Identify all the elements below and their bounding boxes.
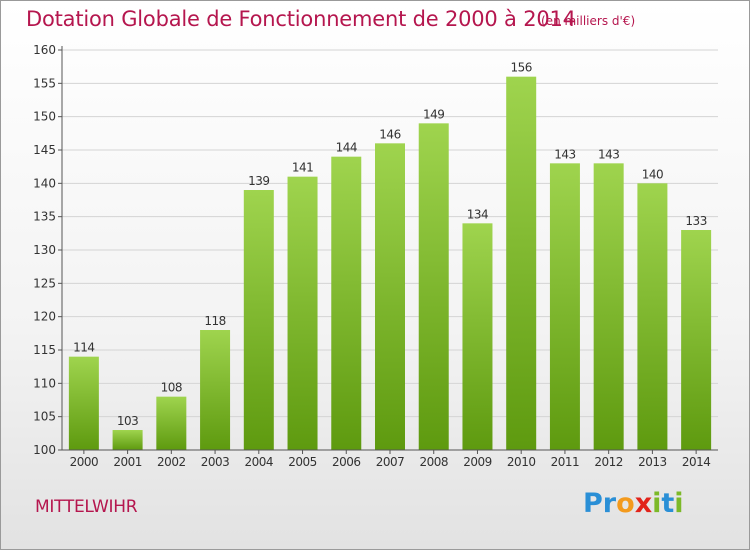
y-tick-label: 145	[33, 143, 56, 157]
proxiti-logo[interactable]: Proxiti	[583, 488, 684, 519]
commune-name: MITTELWIHR	[35, 497, 138, 517]
axes	[58, 46, 718, 454]
data-label: 141	[292, 161, 313, 175]
bar	[156, 396, 187, 450]
bar	[112, 430, 143, 450]
data-label: 143	[554, 147, 575, 161]
logo-letter: i	[674, 488, 684, 519]
y-tick-label: 130	[33, 243, 56, 257]
data-label: 143	[598, 147, 619, 161]
y-tick-label: 120	[33, 310, 56, 324]
bar	[375, 143, 405, 451]
x-tick-label: 2012	[594, 455, 623, 469]
y-tick-label: 155	[33, 76, 56, 90]
bar	[681, 230, 712, 450]
x-tick-label: 2001	[113, 455, 142, 469]
logo-letter: t	[661, 488, 675, 519]
data-label: 149	[423, 107, 444, 121]
bar	[200, 330, 231, 450]
y-tick-label: 125	[33, 276, 56, 290]
x-tick-label: 2011	[551, 455, 580, 469]
data-label: 156	[510, 61, 531, 75]
bar	[506, 76, 537, 451]
bar	[593, 163, 624, 451]
data-label: 139	[248, 174, 269, 188]
data-label: 146	[379, 127, 400, 141]
x-tick-label: 2009	[463, 455, 492, 469]
x-tick-label: 2014	[682, 455, 711, 469]
logo-letter: o	[616, 488, 635, 519]
data-label: 133	[685, 214, 706, 228]
y-tick-label: 160	[33, 43, 56, 57]
x-tick-label: 2013	[638, 455, 667, 469]
bars	[68, 76, 712, 451]
bar	[549, 163, 580, 451]
data-label: 103	[117, 414, 138, 428]
bar	[637, 183, 668, 451]
y-tick-label: 150	[33, 110, 56, 124]
x-tick-label: 2004	[245, 455, 274, 469]
bar	[331, 156, 362, 450]
data-label: 134	[467, 207, 488, 221]
data-label: 108	[161, 381, 182, 395]
x-tick-label: 2000	[70, 455, 99, 469]
bar	[243, 190, 274, 450]
y-tick-label: 110	[33, 376, 56, 390]
bar	[418, 123, 449, 450]
x-tick-label: 2005	[288, 455, 317, 469]
y-tick-label: 100	[33, 443, 56, 457]
data-label: 144	[336, 141, 357, 155]
x-tick-label: 2007	[376, 455, 405, 469]
logo-letter: x	[634, 488, 653, 519]
data-label: 114	[73, 341, 94, 355]
x-tick-label: 2003	[201, 455, 230, 469]
data-label: 140	[642, 167, 663, 181]
chart-title: Dotation Globale de Fonctionnement de 20…	[26, 7, 576, 31]
x-tick-label: 2008	[419, 455, 448, 469]
logo-letter: i	[652, 488, 662, 519]
x-tick-label: 2006	[332, 455, 361, 469]
logo-letter: r	[602, 488, 617, 519]
y-tick-label: 115	[33, 343, 56, 357]
data-label: 118	[204, 314, 225, 328]
bar	[68, 356, 99, 450]
y-tick-label: 135	[33, 210, 56, 224]
chart-subtitle: (en milliers d'€)	[541, 14, 636, 28]
y-tick-label: 105	[33, 410, 56, 424]
x-tick-label: 2010	[507, 455, 536, 469]
labels: 100 105 110 115 120 125 130 135 140 145 150 155 160 1…	[33, 43, 711, 469]
x-tick-label: 2002	[157, 455, 186, 469]
bar	[462, 223, 493, 450]
y-tick-label: 140	[33, 176, 56, 190]
logo-letter: P	[583, 488, 603, 519]
bar	[287, 176, 318, 450]
